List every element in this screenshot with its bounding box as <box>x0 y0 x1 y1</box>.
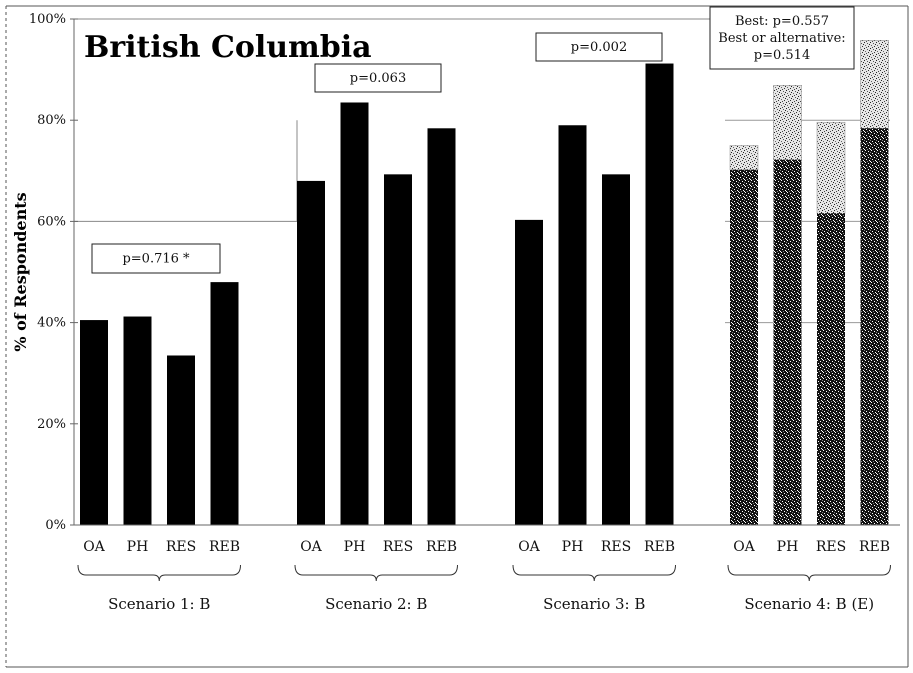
bar-g4-ph-best-or-alternative <box>773 85 802 160</box>
axis-layer: 0% 20% 40% 60% 80% 100% OA PH RES REB Scenario 1: … <box>29 12 900 613</box>
category-label-g2-res: RES <box>383 539 413 555</box>
group-brace-2 <box>294 564 458 582</box>
scenario-label-3: Scenario 3: B <box>543 595 645 613</box>
group-brace-4 <box>727 564 891 582</box>
bar-g4-reb-best-or-alternative <box>860 40 889 129</box>
y-tick-label-0: 0% <box>45 518 66 533</box>
category-label-g3-res: RES <box>601 539 631 555</box>
annotation-text-3: p=0.002 <box>571 40 627 55</box>
bar-g1-reb <box>210 282 239 525</box>
bar-g4-ph-best <box>773 159 802 525</box>
category-label-g1-ph: PH <box>127 539 149 555</box>
category-label-g3-oa: OA <box>518 539 540 555</box>
bar-g3-oa <box>515 219 543 525</box>
y-axis-label: % of Respondents <box>11 192 30 351</box>
category-label-g4-res: RES <box>816 539 846 555</box>
bar-g1-oa <box>80 320 108 525</box>
scenario-label-1: Scenario 1: B <box>108 595 210 613</box>
category-label-g1-reb: REB <box>209 539 240 555</box>
category-label-g4-reb: REB <box>859 539 890 555</box>
annotation-box-2 <box>314 63 442 93</box>
category-label-g2-reb: REB <box>426 539 457 555</box>
y-tick-label-4: 80% <box>37 113 66 128</box>
annotation-box-4 <box>709 6 855 70</box>
category-label-g3-ph: PH <box>562 539 584 555</box>
category-label-g4-ph: PH <box>777 539 799 555</box>
chart-title: British Columbia <box>84 30 372 65</box>
bar-g2-oa <box>297 180 325 526</box>
annotation-box-3 <box>535 32 663 62</box>
bar-g3-res <box>602 174 630 526</box>
annotation-text-2: p=0.063 <box>350 71 406 86</box>
category-label-g2-ph: PH <box>344 539 366 555</box>
bars-layer <box>80 40 889 526</box>
bar-g1-ph <box>123 316 152 525</box>
bar-g3-ph <box>558 125 587 525</box>
category-label-g1-oa: OA <box>83 539 105 555</box>
annotation-text-4-3: p=0.514 <box>754 48 810 63</box>
bar-g2-ph <box>340 102 369 526</box>
annotation-box-1 <box>91 243 221 274</box>
category-label-g1-res: RES <box>166 539 196 555</box>
bar-g4-oa-best <box>730 169 758 525</box>
annotation-text-4-1: Best: p=0.557 <box>735 14 829 29</box>
category-label-g2-oa: OA <box>300 539 322 555</box>
bar-g3-reb <box>645 63 674 525</box>
y-tick-label-5: 100% <box>29 12 66 27</box>
annotation-text-4-2: Best or alternative: <box>718 31 845 46</box>
bar-g4-res-best <box>817 213 845 525</box>
y-tick-label-2: 40% <box>37 316 66 331</box>
category-label-g4-oa: OA <box>733 539 755 555</box>
y-tick-label-3: 60% <box>37 214 66 229</box>
group-brace-1 <box>77 564 241 582</box>
bar-g2-reb <box>427 128 456 525</box>
scenario-label-2: Scenario 2: B <box>325 595 427 613</box>
scenario-label-4: Scenario 4: B (E) <box>744 595 874 613</box>
annotation-layer: p=0.716 * p=0.063 p=0.002 Best: p=0.557 Best… <box>91 6 855 274</box>
bar-g4-res-best-or-alternative <box>816 121 846 214</box>
bar-g4-reb-best <box>860 128 889 525</box>
y-tick-label-1: 20% <box>37 417 66 432</box>
category-label-g3-reb: REB <box>644 539 675 555</box>
bar-g4-oa-best-or-alternative <box>729 145 759 171</box>
bar-g2-res <box>384 174 412 526</box>
group-brace-3 <box>512 564 676 582</box>
bar-g1-res <box>167 355 195 525</box>
annotation-text-1: p=0.716 * <box>122 252 190 267</box>
